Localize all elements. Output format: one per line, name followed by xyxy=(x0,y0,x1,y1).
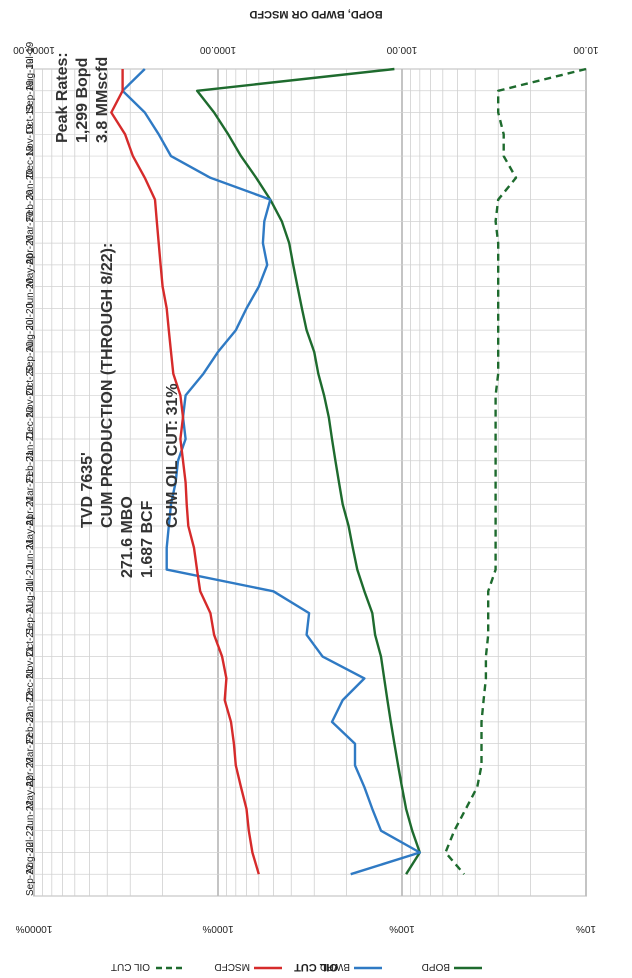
legend-label: BWPD xyxy=(320,961,350,972)
y2-axis-label: OIL CUT xyxy=(294,961,338,973)
category-tick-label: Feb-22 xyxy=(25,712,36,744)
category-tick-label: Nov-19 xyxy=(25,123,36,156)
series-line-bwpd xyxy=(121,68,421,876)
peak-bopd: 1,299 Bopd xyxy=(74,58,91,143)
category-tick-label: Jan-22 xyxy=(25,691,36,722)
category-tick-label: Jan-20 xyxy=(25,169,36,200)
category-tick-label: May-21 xyxy=(25,514,36,548)
series-line-bopd xyxy=(195,67,421,875)
y-tick-label: 10000.00 xyxy=(13,44,55,55)
cum-oil-cut: CUM OIL CUT: 31% xyxy=(164,383,181,528)
series-lines xyxy=(110,67,587,876)
legend-label: OIL CUT xyxy=(111,961,150,972)
category-tick-label: Sep-20 xyxy=(25,341,36,374)
y-tick-label: 1000.00 xyxy=(199,44,236,55)
category-tick-label: Apr-20 xyxy=(25,234,36,264)
y2-tick-label: 100% xyxy=(389,923,415,934)
category-tick-label: Oct-21 xyxy=(25,626,36,656)
y-tick-label: 100.00 xyxy=(386,44,417,55)
category-tick-label: Jul-21 xyxy=(25,564,36,592)
category-tick-label: Dec-20 xyxy=(25,406,36,439)
category-tick-label: Jul-19 xyxy=(25,41,36,69)
category-tick-label: May-22 xyxy=(25,775,36,809)
tvd-label: TVD 7635' xyxy=(79,452,96,528)
category-tick-label: Mar-21 xyxy=(25,472,36,504)
category-tick-label: Jun-20 xyxy=(25,277,36,308)
annotations: Peak Rates: 1,299 Bopd 3.8 MMscfd TVD 76… xyxy=(54,52,181,578)
cum-production-title: CUM PRODUCTION (THROUGH 8/22): xyxy=(99,243,116,528)
axis-ticks: 10.00 100.00 1000.00 10000.00 10% 100% 1000% 10… xyxy=(13,41,599,934)
category-tick-label: Nov-20 xyxy=(25,385,36,418)
category-tick-label: Sep-22 xyxy=(25,863,36,896)
category-tick-label: Nov-21 xyxy=(25,646,36,679)
legend: BOPD BWPD MSCFD OIL CUT xyxy=(111,961,482,972)
peak-rates-title: Peak Rates: xyxy=(54,52,71,143)
cum-oil: 271.6 MBO xyxy=(119,496,136,578)
legend-label: MSCFD xyxy=(214,961,250,972)
category-tick-label: Aug-21 xyxy=(25,580,36,613)
category-tick-label: May-20 xyxy=(25,253,36,287)
category-tick-label: Apr-22 xyxy=(25,757,36,787)
category-tick-label: Apr-21 xyxy=(25,496,36,526)
series-line-mscfd xyxy=(110,69,260,875)
legend-label: BOPD xyxy=(422,961,450,972)
category-tick-label: Jan-21 xyxy=(25,430,36,461)
y2-tick-label: 1000% xyxy=(202,923,233,934)
category-tick-label: Dec-21 xyxy=(25,667,36,700)
y-axis-label: BOPD, BWPD OR MSCFD xyxy=(249,8,382,20)
category-tick-label: Feb-20 xyxy=(25,189,36,221)
y-tick-label: 10.00 xyxy=(573,44,598,55)
category-tick-label: Oct-19 xyxy=(25,104,36,134)
category-tick-label: Dec-19 xyxy=(25,145,36,178)
cum-gas: 1.687 BCF xyxy=(139,500,156,578)
gridlines xyxy=(33,68,587,897)
y2-tick-label: 10000% xyxy=(16,923,53,934)
category-tick-label: Jul-20 xyxy=(25,302,36,330)
category-tick-label: Oct-20 xyxy=(25,365,36,395)
category-tick-label: Feb-21 xyxy=(25,450,36,482)
category-tick-label: Jul-22 xyxy=(25,825,36,853)
category-tick-label: Mar-22 xyxy=(25,733,36,765)
category-tick-label: Aug-22 xyxy=(25,842,36,875)
category-tick-label: Jun-22 xyxy=(25,800,36,831)
category-tick-label: Mar-20 xyxy=(25,211,36,243)
category-tick-label: Sep-21 xyxy=(25,602,36,635)
category-tick-label: Aug-19 xyxy=(25,58,36,91)
category-tick-label: Sep-19 xyxy=(25,80,36,113)
series-line-oil-cut xyxy=(444,67,587,875)
y2-tick-label: 10% xyxy=(576,923,596,934)
peak-gas: 3.8 MMscfd xyxy=(94,57,111,143)
category-tick-label: Aug-20 xyxy=(25,319,36,352)
category-tick-label: Jun-21 xyxy=(25,539,36,570)
